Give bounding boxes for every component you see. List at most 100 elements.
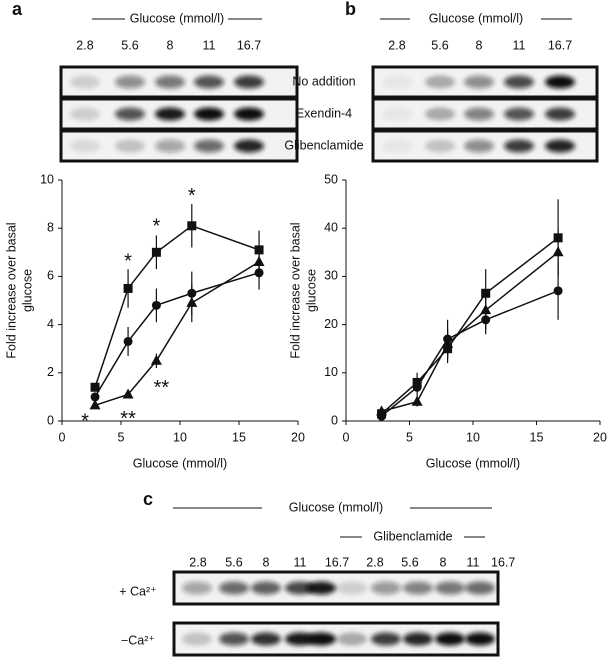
concentration: 8 <box>476 38 483 52</box>
row-label: Glibenclamide <box>284 138 363 152</box>
concentration: 11 <box>203 38 216 52</box>
band <box>219 581 249 595</box>
y-tick-label: 10 <box>324 365 338 379</box>
row-label: No addition <box>292 74 355 88</box>
y-tick-label: 0 <box>331 413 338 427</box>
concentration-labels: 2.8 5.6 8 11 16.7 <box>388 38 572 52</box>
series-line <box>94 224 260 388</box>
blot-row <box>382 75 575 89</box>
y-axis-label: Fold increase over basal <box>288 222 302 358</box>
concentration: 5.6 <box>225 555 242 569</box>
y-tick-label: 6 <box>47 269 54 283</box>
concentration: 2.8 <box>189 555 206 569</box>
blot-subheader: Glibenclamide <box>373 529 452 543</box>
band <box>194 75 224 89</box>
band <box>251 581 281 595</box>
band <box>382 107 412 121</box>
band <box>435 632 465 646</box>
concentration: 16.7 <box>548 38 572 52</box>
x-tick-label: 15 <box>530 430 544 444</box>
series-line <box>94 272 260 398</box>
x-tick-label: 0 <box>343 430 350 444</box>
concentration-labels: 2.8 5.6 8 11 16.7 2.8 5.6 8 11 16.7 <box>189 555 515 569</box>
band <box>285 581 315 595</box>
row-label: −Ca²⁺ <box>121 633 155 647</box>
series-line <box>381 237 559 415</box>
row-label: Exendin-4 <box>296 106 352 120</box>
concentration: 5.6 <box>431 38 448 52</box>
series-line <box>381 251 559 413</box>
band <box>337 632 367 646</box>
y-tick-label: 50 <box>324 172 338 186</box>
band <box>155 107 185 121</box>
series-line <box>381 290 559 417</box>
x-tick-label: 5 <box>118 430 125 444</box>
band <box>403 581 433 595</box>
band <box>219 632 249 646</box>
band <box>70 139 100 153</box>
series-line <box>94 261 260 407</box>
annotation: ** <box>120 408 136 430</box>
band <box>504 75 534 89</box>
x-tick-label: 20 <box>593 430 607 444</box>
marker <box>187 221 197 231</box>
y-tick-label: 20 <box>324 317 338 331</box>
band <box>545 139 575 153</box>
y-tick-label: 10 <box>40 172 54 186</box>
band <box>545 75 575 89</box>
marker <box>480 304 492 315</box>
marker <box>123 336 133 346</box>
band <box>115 75 145 89</box>
row-label: + Ca²⁺ <box>119 584 157 598</box>
panel-label: c <box>143 489 153 509</box>
band <box>382 139 412 153</box>
band <box>234 107 264 121</box>
y-axis-label: glucose <box>20 269 34 312</box>
band <box>194 139 224 153</box>
band <box>70 107 100 121</box>
blot-header: Glucose (mmol/l) <box>429 11 523 25</box>
band <box>504 139 534 153</box>
y-tick-label: 30 <box>324 269 338 283</box>
band <box>115 139 145 153</box>
panel-label: b <box>345 0 356 19</box>
band <box>234 75 264 89</box>
band <box>464 107 494 121</box>
blot-row <box>182 632 495 646</box>
x-axis-label: Glucose (mmol/l) <box>426 456 520 470</box>
concentration: 2.8 <box>76 38 93 52</box>
marker <box>150 354 162 365</box>
annotation: * <box>124 251 132 273</box>
x-tick-label: 20 <box>291 430 305 444</box>
blot-header: Glucose (mmol/l) <box>289 500 383 514</box>
band <box>155 75 185 89</box>
band <box>182 632 212 646</box>
marker <box>151 300 161 310</box>
annotation: * <box>153 216 161 238</box>
band <box>182 581 212 595</box>
band <box>425 75 455 89</box>
concentration: 8 <box>263 555 270 569</box>
blot-row <box>382 107 575 121</box>
concentration: 8 <box>167 38 174 52</box>
band <box>425 139 455 153</box>
band <box>371 581 401 595</box>
band <box>194 107 224 121</box>
x-tick-label: 10 <box>173 430 187 444</box>
blot-row <box>70 139 264 153</box>
concentration: 11 <box>294 555 307 569</box>
marker <box>123 283 133 293</box>
band <box>464 139 494 153</box>
concentration-labels: 2.8 5.6 8 11 16.7 <box>76 38 261 52</box>
panel-label: a <box>12 0 23 19</box>
marker <box>442 337 454 348</box>
band <box>464 75 494 89</box>
y-tick-label: 2 <box>47 365 54 379</box>
x-tick-label: 15 <box>232 430 246 444</box>
band <box>70 75 100 89</box>
y-tick-label: 40 <box>324 220 338 234</box>
concentration: 16.7 <box>325 555 349 569</box>
annotation: ** <box>154 377 170 399</box>
band <box>504 107 534 121</box>
